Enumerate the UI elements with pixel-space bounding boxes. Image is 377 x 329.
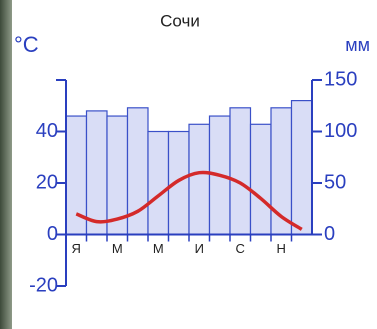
y-tick-label: 0 [47,223,58,245]
y2-axis-label: мм [345,35,370,55]
x-tick-label: Н [277,241,286,256]
x-tick-label: С [236,241,245,256]
y-tick-label: 40 [36,120,58,142]
y-tick-label: -20 [29,274,58,296]
y2-tick-label: 0 [324,223,335,245]
y-axis-label: °C [14,32,39,57]
x-tick-label: М [153,241,164,256]
bar [147,130,170,236]
y-tick-label: 20 [36,171,58,193]
y2-tick-label: 150 [324,68,357,90]
bar [167,130,190,236]
chart-title: Сочи [160,11,200,30]
bar [290,99,313,236]
photo-strip [0,0,12,329]
bar [229,107,252,236]
bar [249,123,272,236]
bar [85,110,108,236]
x-tick-label: И [195,241,204,256]
temperature-line [75,170,303,231]
bar [188,123,211,236]
y2-tick-label: 100 [324,120,357,142]
x-tick-label: Я [72,241,81,256]
x-tick-label: М [112,241,123,256]
y2-tick-label: 50 [324,171,346,193]
